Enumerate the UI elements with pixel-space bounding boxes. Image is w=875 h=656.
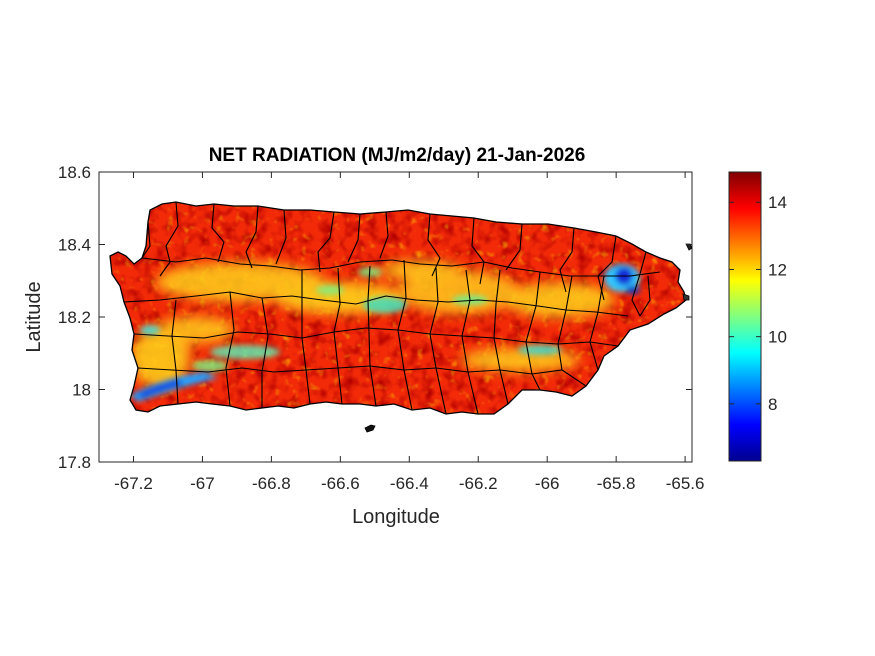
municipality-boundary [429, 267, 447, 415]
municipality-boundary [317, 211, 335, 273]
municipality-boundary [133, 327, 619, 347]
x-tick-label: -67.2 [114, 474, 153, 493]
x-tick-label: -65.6 [666, 474, 705, 493]
municipality-boundary [245, 205, 259, 269]
x-tick-label: -66.2 [459, 474, 498, 493]
municipality-boundary [301, 270, 311, 405]
municipality-boundary [367, 265, 377, 407]
net-radiation-field [110, 202, 686, 414]
municipality-boundary [493, 269, 509, 405]
municipality-boundary [211, 203, 225, 263]
municipality-boundary [379, 211, 389, 259]
y-tick-label: 18 [72, 381, 91, 400]
municipality-boundary [427, 213, 441, 277]
municipality-boundary [597, 235, 617, 301]
y-tick-label: 18.2 [58, 308, 91, 327]
y-tick-label: 18.6 [58, 163, 91, 182]
municipality-boundary [471, 217, 485, 285]
municipality-boundary [461, 269, 479, 415]
southwest-low-streak [130, 372, 218, 402]
y-axis-ticks: 17.8 18 18.2 18.4 18.6 [58, 163, 692, 472]
x-tick-label: -66.4 [390, 474, 429, 493]
plot-area [98, 171, 693, 463]
colorbar-tick-label: 8 [768, 395, 777, 414]
colorbar-tick-label: 10 [768, 328, 787, 347]
municipality-boundary [639, 275, 651, 317]
y-tick-label: 18.4 [58, 236, 91, 255]
municipality-boundary [275, 209, 287, 265]
municipality-boundary [261, 297, 269, 408]
colorbar-gradient [728, 171, 762, 462]
x-tick-label: -65.8 [597, 474, 636, 493]
municipality-boundary [559, 227, 575, 293]
northeast-low-spot [604, 264, 640, 294]
municipality-boundaries [123, 201, 661, 415]
municipality-boundary [123, 291, 629, 317]
x-tick-label: -66 [535, 474, 560, 493]
x-axis-ticks: -67.2 -67 -66.8 -66.6 -66.4 -66.2 -66 -65.8 -65.… [114, 172, 704, 493]
municipality-boundary [171, 299, 179, 405]
municipality-boundary [159, 201, 179, 277]
colorbar: 8 10 12 14 [728, 171, 787, 462]
colorbar-ticks: 8 10 12 14 [729, 193, 787, 414]
municipality-boundary [333, 267, 343, 405]
y-axis-label: Latitude [23, 281, 45, 352]
municipality-boundary [225, 291, 235, 407]
municipality-boundary [631, 251, 647, 317]
municipality-boundary [141, 257, 661, 277]
x-tick-label: -66.8 [252, 474, 291, 493]
colorbar-tick-label: 14 [768, 193, 787, 212]
municipality-boundary [347, 213, 361, 263]
municipality-boundary [525, 271, 541, 391]
chart-title: NET RADIATION (MJ/m2/day) 21-Jan-2026 [209, 145, 586, 166]
x-tick-label: -66.6 [321, 474, 360, 493]
municipality-boundary [505, 223, 523, 271]
x-tick-label: -67 [190, 474, 215, 493]
municipality-boundary [557, 275, 573, 371]
x-axis-label: Longitude [352, 506, 440, 528]
municipality-boundary [589, 275, 605, 371]
municipality-boundary [141, 221, 151, 259]
municipality-boundary [397, 259, 413, 411]
y-tick-label: 17.8 [58, 453, 91, 472]
colorbar-tick-label: 12 [768, 260, 787, 279]
